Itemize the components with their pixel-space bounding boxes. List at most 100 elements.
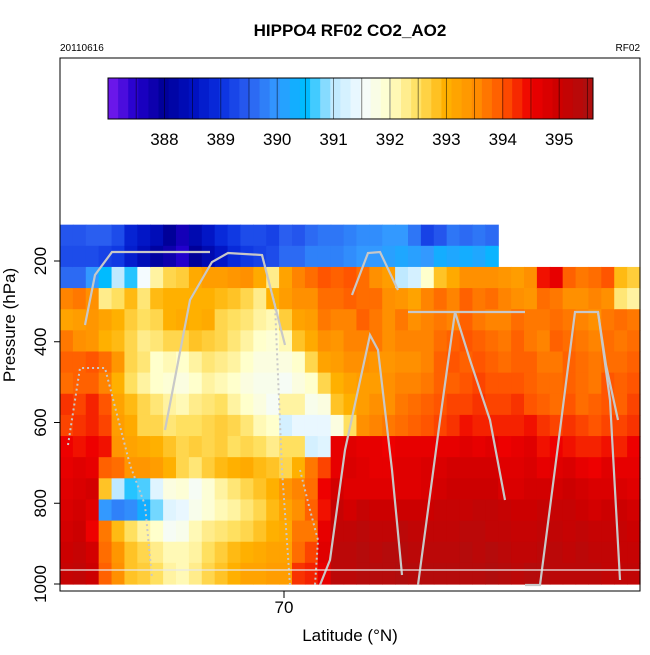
heatmap-cell [266,541,280,564]
heatmap-cell [214,520,229,543]
heatmap-cell [536,330,551,353]
heatmap-cell [395,414,409,437]
heatmap-cell [60,351,74,374]
heatmap-cell [304,478,319,501]
colorbar-tick-label: 388 [150,130,178,149]
colorbar-segment [108,78,119,119]
colorbar-segment [572,78,584,119]
heatmap-cell [253,330,267,353]
heatmap-cell [498,436,512,458]
heatmap-cell [60,457,74,479]
heatmap-cell [356,288,370,310]
heatmap-cell [433,562,448,585]
heatmap-cell [304,372,319,395]
heatmap-cell [137,436,151,458]
heatmap-cell [253,309,267,331]
heatmap-cell [279,457,293,479]
heatmap-cell [266,457,280,479]
heatmap-cell [498,372,512,395]
heatmap-cell [459,457,474,479]
heatmap-cell [330,414,345,437]
heatmap-cell [575,562,590,585]
heatmap-cell [382,562,396,585]
heatmap-cell [98,478,113,501]
x-tick-label: 70 [275,598,294,617]
heatmap-cell [549,351,564,374]
heatmap-cell [253,520,267,543]
colorbar-tick-label: 390 [263,130,291,149]
heatmap-cell [614,351,628,374]
heatmap-cell [201,309,216,331]
heatmap-cell [446,372,461,395]
colorbar-segment [188,78,200,119]
heatmap-cell [60,393,74,416]
heatmap-cell [227,372,242,395]
heatmap-cell [72,414,87,437]
heatmap-cell [317,541,332,564]
heatmap-cell [588,351,602,374]
heatmap-cell [163,309,177,331]
heatmap-cell [279,309,293,331]
colorbar-segment [431,78,442,119]
heatmap-cell [446,351,461,374]
heatmap-cell [188,351,203,374]
colorbar-segment [330,78,341,119]
flight-track-segment [525,310,622,587]
heatmap-cell [317,478,332,501]
heatmap-cell [150,224,164,247]
heatmap-cell [72,224,87,247]
heatmap-cell [111,562,126,585]
heatmap-cell [408,288,422,310]
heatmap-cell [279,351,293,374]
heatmap-cell [369,562,383,585]
heatmap-cell [459,288,474,310]
heatmap-cell [317,520,332,543]
heatmap-cells [60,224,641,585]
heatmap-cell [369,520,383,543]
heatmap-cell [614,414,628,437]
colorbar-segment [289,78,301,119]
heatmap-cell [85,478,100,501]
heatmap-cell [150,499,164,522]
heatmap-cell [292,499,306,522]
heatmap-cell [433,330,448,353]
colorbar-segment [138,78,149,119]
heatmap-cell [330,330,345,353]
heatmap-cell [304,224,319,247]
heatmap-cell [472,562,486,585]
heatmap-cell [446,266,461,289]
heatmap-cell [111,478,126,501]
colorbar: 388 389 390 391 392 393 394 395 [107,77,594,149]
heatmap-cell [498,288,512,310]
heatmap-cell [266,478,280,501]
heatmap-cell [614,288,628,310]
heatmap-cell [408,372,422,395]
heatmap-cell [176,224,190,247]
colorbar-tick-label: 392 [376,130,404,149]
heatmap-cell [433,351,448,374]
heatmap-cell [485,330,499,353]
heatmap-cell [446,288,461,310]
colorbar-segment [158,78,170,119]
heatmap-cell [253,457,267,479]
heatmap-cell [627,330,641,353]
heatmap-cell [459,562,474,585]
y-tick-label: 400 [31,328,50,356]
heatmap-cell [240,414,254,437]
heatmap-cell [163,562,177,585]
heatmap-cell [214,499,229,522]
colorbar-segment [401,78,412,119]
heatmap-cell [446,245,461,268]
colorbar-segment [512,78,523,119]
colorbar-segment [471,78,483,119]
heatmap-cell [279,541,293,564]
heatmap-cell [433,245,448,268]
heatmap-cell [240,541,254,564]
heatmap-cell [549,541,564,564]
colorbar-segment [209,78,220,119]
heatmap-cell [304,436,319,458]
heatmap-cell [150,393,164,416]
heatmap-cell [446,436,461,458]
heatmap-cell [524,414,538,437]
colorbar-segment [370,78,382,119]
